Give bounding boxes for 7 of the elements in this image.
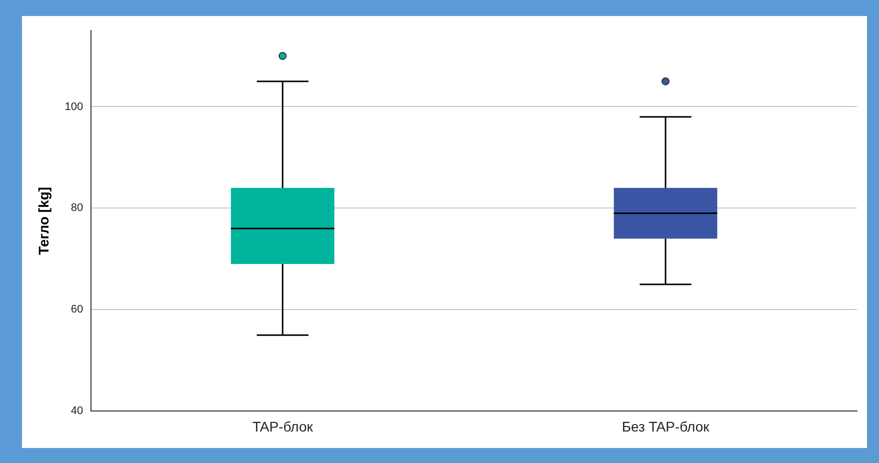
y-axis-title: Тегло [kg] (35, 186, 52, 255)
y-tick-label: 80 (70, 202, 84, 214)
x-tick-label: Без TAP-блок (622, 418, 710, 434)
x-tick-label: TAP-блок (252, 418, 314, 434)
y-tick-label: 40 (70, 405, 84, 418)
y-tick-label: 100 (64, 100, 84, 113)
y-tick-label: 60 (70, 304, 84, 316)
